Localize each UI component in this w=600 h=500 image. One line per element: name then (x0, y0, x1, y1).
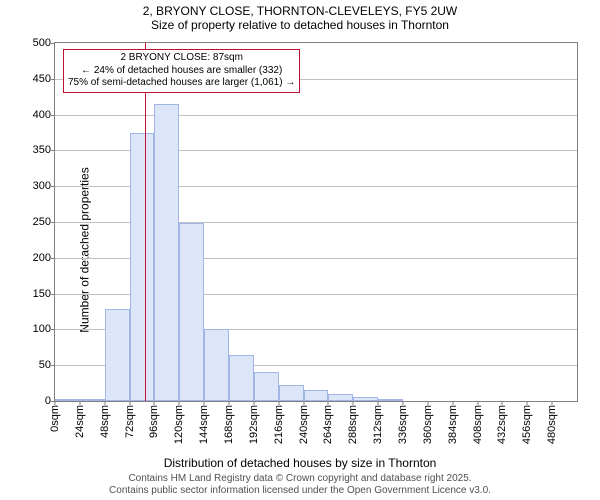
x-tick-label: 72sqm (124, 405, 136, 438)
y-tick-label: 250 (33, 216, 51, 228)
x-tick-label: 216sqm (273, 405, 285, 444)
histogram-bar (204, 329, 229, 401)
title-line-2: Size of property relative to detached ho… (0, 18, 600, 32)
y-tick-label: 300 (33, 180, 51, 192)
title-line-1: 2, BRYONY CLOSE, THORNTON-CLEVELEYS, FY5… (0, 4, 600, 18)
gridline (55, 115, 577, 116)
histogram-plot: 0501001502002503003504004505000sqm24sqm4… (54, 42, 578, 402)
y-tick-mark (51, 43, 55, 44)
y-tick-label: 50 (39, 359, 51, 371)
x-tick-label: 456sqm (521, 405, 533, 444)
x-tick-label: 288sqm (347, 405, 359, 444)
x-tick-label: 384sqm (447, 405, 459, 444)
y-tick-mark (51, 222, 55, 223)
callout-line-2: ← 24% of detached houses are smaller (33… (68, 65, 295, 78)
y-tick-mark (51, 294, 55, 295)
histogram-bar (80, 399, 105, 401)
y-tick-mark (51, 365, 55, 366)
y-tick-label: 200 (33, 252, 51, 264)
x-tick-label: 24sqm (74, 405, 86, 438)
x-tick-label: 360sqm (422, 405, 434, 444)
histogram-bar (304, 390, 329, 401)
x-axis-label: Distribution of detached houses by size … (0, 456, 600, 470)
y-tick-mark (51, 329, 55, 330)
y-tick-label: 500 (33, 37, 51, 49)
x-tick-label: 168sqm (223, 405, 235, 444)
x-tick-label: 264sqm (322, 405, 334, 444)
attribution-line-2: Contains public sector information licen… (0, 485, 600, 497)
y-tick-label: 350 (33, 144, 51, 156)
x-tick-label: 48sqm (99, 405, 111, 438)
y-tick-mark (51, 186, 55, 187)
x-tick-label: 480sqm (546, 405, 558, 444)
histogram-bar (328, 394, 353, 401)
histogram-bar (279, 385, 304, 401)
y-tick-label: 400 (33, 109, 51, 121)
x-tick-label: 0sqm (49, 405, 61, 432)
y-tick-mark (51, 79, 55, 80)
y-tick-mark (51, 258, 55, 259)
x-tick-label: 192sqm (248, 405, 260, 444)
y-tick-label: 100 (33, 323, 51, 335)
histogram-bar (105, 309, 130, 401)
histogram-bar (130, 133, 155, 402)
callout-line-3: 75% of semi-detached houses are larger (… (68, 77, 295, 90)
x-tick-label: 336sqm (397, 405, 409, 444)
x-tick-label: 144sqm (198, 405, 210, 444)
y-tick-mark (51, 115, 55, 116)
attribution: Contains HM Land Registry data © Crown c… (0, 473, 600, 496)
x-tick-label: 120sqm (173, 405, 185, 444)
x-tick-label: 312sqm (372, 405, 384, 444)
y-tick-label: 150 (33, 288, 51, 300)
histogram-bar (378, 399, 403, 401)
x-tick-label: 240sqm (298, 405, 310, 444)
histogram-bar (55, 399, 80, 401)
chart-titles: 2, BRYONY CLOSE, THORNTON-CLEVELEYS, FY5… (0, 4, 600, 32)
property-marker-line (145, 43, 146, 401)
y-tick-mark (51, 150, 55, 151)
callout-line-1: 2 BRYONY CLOSE: 87sqm (68, 52, 295, 65)
x-tick-label: 432sqm (496, 405, 508, 444)
histogram-bar (229, 355, 254, 401)
y-tick-label: 450 (33, 73, 51, 85)
x-tick-label: 408sqm (472, 405, 484, 444)
histogram-bar (353, 397, 378, 401)
property-callout: 2 BRYONY CLOSE: 87sqm← 24% of detached h… (63, 49, 300, 93)
histogram-bar (179, 223, 204, 401)
histogram-bar (254, 372, 279, 401)
attribution-line-1: Contains HM Land Registry data © Crown c… (0, 473, 600, 485)
histogram-bar (154, 104, 179, 401)
x-tick-label: 96sqm (148, 405, 160, 438)
